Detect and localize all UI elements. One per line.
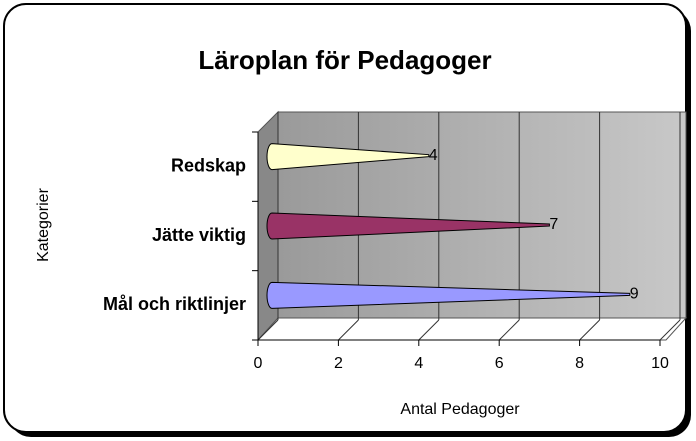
data-label: 4 (429, 147, 438, 164)
grid-line (659, 319, 681, 341)
x-axis-title: Antal Pedagoger (400, 401, 520, 418)
x-tick-label: 2 (334, 355, 343, 372)
x-tick-label: 6 (495, 355, 504, 372)
x-tick-label: 0 (254, 355, 263, 372)
bar (266, 143, 430, 171)
grid-line (498, 319, 520, 341)
x-tick-label: 8 (575, 355, 584, 372)
grid-line (579, 319, 600, 341)
bar (266, 212, 550, 240)
grid-line (338, 319, 359, 341)
grid-line (418, 319, 440, 341)
chart-title: Läroplan för Pedagoger (198, 45, 491, 75)
x-tick-label: 4 (414, 355, 423, 372)
data-label: 9 (630, 286, 639, 303)
x-tick-label: 10 (651, 355, 669, 372)
y-tick-label: Mål och riktlinjer (103, 294, 246, 314)
y-tick-label: Redskap (171, 155, 246, 175)
bar (266, 281, 631, 309)
y-tick-label: Jätte viktig (152, 225, 246, 245)
grid-line (257, 319, 279, 341)
data-label: 7 (549, 216, 558, 233)
y-axis-title: Kategorier (35, 187, 52, 261)
floor (256, 317, 688, 341)
